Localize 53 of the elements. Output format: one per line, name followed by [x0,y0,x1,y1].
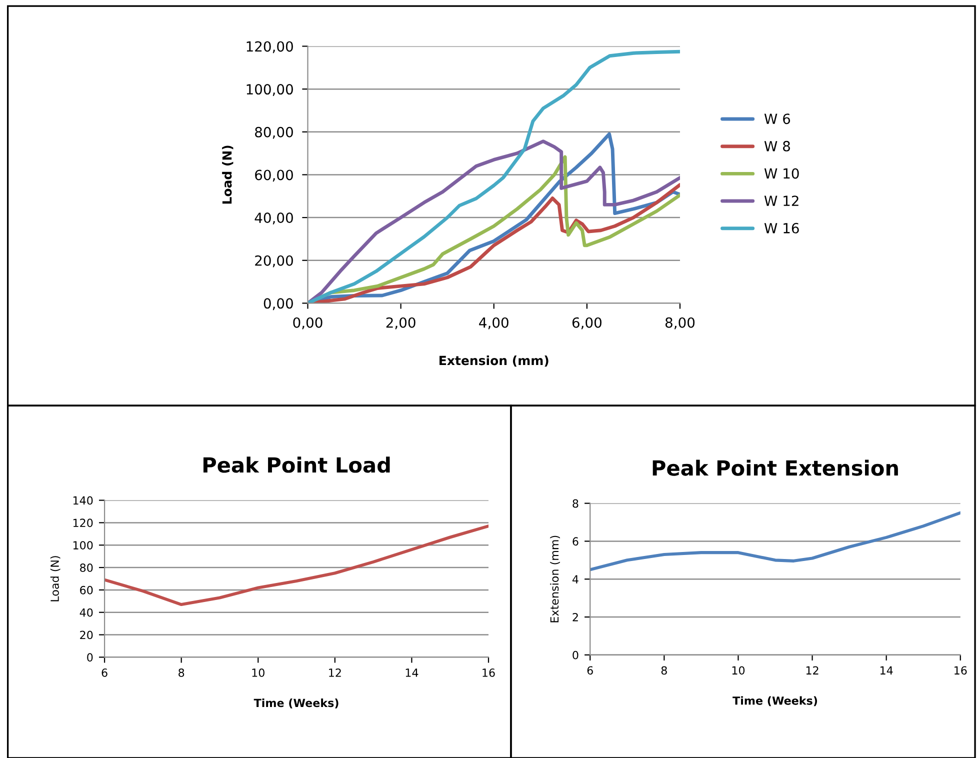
legend-label: W 10 [764,168,799,179]
y-tick-label: 8 [572,499,578,508]
y-axis-title: Load (N) [222,146,234,204]
y-tick-label: 100,00 [246,84,293,96]
legend-label: W 6 [764,114,790,124]
chart-title: Peak Point Extension [652,460,898,476]
legend-label: W 16 [764,222,799,234]
x-tick-label: 14 [406,668,418,677]
x-axis-title: Extension (mm) [440,356,548,367]
y-axis-title: Load (N) [50,556,60,602]
y-tick-label: 40 [80,608,93,617]
legend-label: W 8 [764,140,790,152]
x-tick-label: 10 [252,668,264,677]
y-tick-label: 20,00 [255,255,293,268]
y-tick-label: 40,00 [254,212,293,224]
y-tick-label: 120 [73,518,93,528]
y-tick-label: 0 [87,653,93,662]
y-tick-label: 80 [80,564,93,572]
x-tick-label: 8 [661,666,667,675]
y-tick-label: 140 [73,496,93,505]
legend-label: W 12 [764,196,798,206]
x-axis-title: Time (Weeks) [732,696,818,706]
x-tick-label: 12 [806,666,818,674]
y-tick-label: 80,00 [255,126,293,139]
x-tick-label: 0,00 [293,317,322,330]
x-tick-label: 8,00 [665,317,695,330]
x-tick-label: 6 [587,666,593,675]
x-tick-label: 14 [880,666,893,674]
line-series [104,524,488,606]
x-tick-label: 12 [329,668,341,677]
y-tick-label: 60,00 [255,170,293,182]
x-tick-label: 8 [178,668,184,677]
line-series [308,50,680,304]
x-tick-label: 16 [482,668,495,677]
y-axis-title: Extension (mm) [550,536,560,622]
x-tick-label: 6 [102,668,108,677]
x-tick-label: 6,00 [572,317,602,330]
y-tick-label: 20 [80,630,93,640]
y-tick-label: 0 [572,650,578,660]
y-tick-label: 4 [572,575,578,584]
y-tick-label: 0,00 [264,298,293,310]
chart-title: Peak Point Load [203,456,390,473]
y-tick-label: 2 [572,612,578,622]
y-tick-label: 6 [572,537,578,546]
x-axis-title: Time (Weeks) [254,698,338,708]
x-tick-label: 4,00 [479,317,508,330]
y-tick-label: 100 [73,541,93,550]
x-tick-label: 10 [732,666,745,675]
x-tick-label: 16 [954,666,967,675]
x-tick-label: 2,00 [386,317,416,330]
y-tick-label: 60 [80,586,93,594]
line-series [590,511,960,572]
y-tick-label: 120,00 [246,41,293,54]
